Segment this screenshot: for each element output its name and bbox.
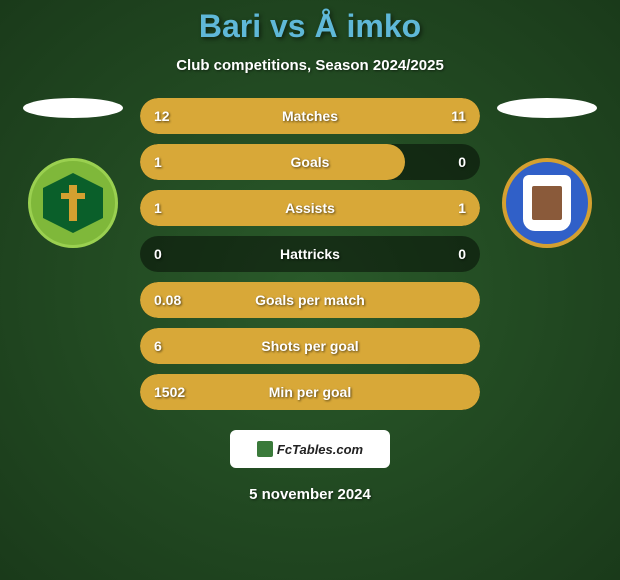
- stat-label: Goals: [291, 154, 330, 170]
- brand-badge[interactable]: FcTables.com: [230, 430, 390, 468]
- stat-row: 0.08 Goals per match: [140, 282, 480, 318]
- stat-value-left: 1: [154, 200, 162, 216]
- brand-label: FcTables.com: [277, 442, 363, 457]
- stat-row: 12 Matches 11: [140, 98, 480, 134]
- stat-label: Hattricks: [280, 246, 340, 262]
- stat-row: 1 Goals 0: [140, 144, 480, 180]
- cross-icon: [69, 185, 77, 221]
- ellipse-shadow-left: [23, 98, 123, 118]
- stat-row: 1 Assists 1: [140, 190, 480, 226]
- stat-fill-right: [310, 190, 480, 226]
- stat-value-left: 12: [154, 108, 170, 124]
- shield-icon: [43, 173, 103, 233]
- cross-icon: [61, 193, 85, 199]
- shield-icon: [523, 175, 571, 231]
- stats-panel: 12Matches111Goals01Assists10Hattricks00.…: [140, 98, 480, 410]
- stat-value-left: 6: [154, 338, 162, 354]
- stat-value-left: 0: [154, 246, 162, 262]
- stat-label: Goals per match: [255, 292, 365, 308]
- page-subtitle: Club competitions, Season 2024/2025: [0, 57, 620, 74]
- stat-row: 6 Shots per goal: [140, 328, 480, 364]
- team-badge-right[interactable]: [502, 158, 592, 248]
- stat-value-right: 1: [458, 200, 466, 216]
- footer-date: 5 november 2024: [0, 486, 620, 503]
- stat-value-right: 11: [451, 108, 466, 124]
- stat-value-right: 0: [458, 246, 466, 262]
- stat-row: 1502 Min per goal: [140, 374, 480, 410]
- stat-value-left: 0.08: [154, 292, 181, 308]
- stat-label: Min per goal: [269, 384, 351, 400]
- stat-value-left: 1: [154, 154, 162, 170]
- stat-label: Assists: [285, 200, 335, 216]
- page-title: Bari vs Å imko: [0, 8, 620, 45]
- ellipse-shadow-right: [497, 98, 597, 118]
- stat-value-right: 0: [458, 154, 466, 170]
- stat-label: Matches: [282, 108, 338, 124]
- stat-fill-left: [140, 144, 405, 180]
- stat-label: Shots per goal: [261, 338, 358, 354]
- stat-value-left: 1502: [154, 384, 185, 400]
- stat-row: 0 Hattricks 0: [140, 236, 480, 272]
- main-content: 12Matches111Goals01Assists10Hattricks00.…: [0, 98, 620, 410]
- team-right-column: [492, 98, 602, 248]
- team-badge-left[interactable]: [28, 158, 118, 248]
- chart-icon: [257, 441, 273, 457]
- castle-icon: [532, 186, 562, 220]
- team-left-column: [18, 98, 128, 248]
- header: Bari vs Å imko Club competitions, Season…: [0, 0, 620, 74]
